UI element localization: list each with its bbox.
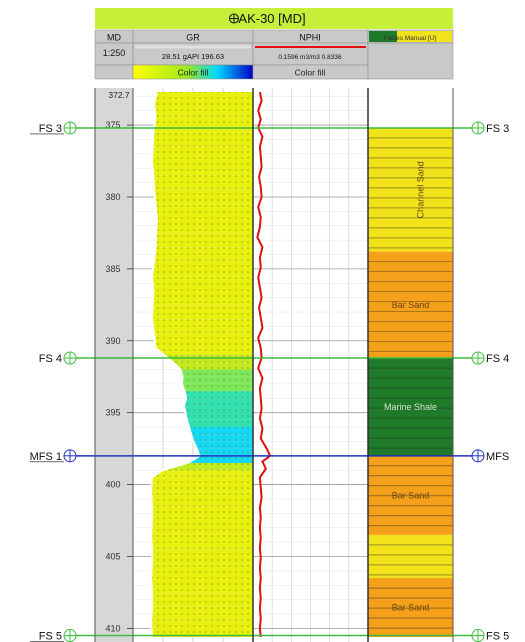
title-bar: [95, 8, 453, 29]
well-top-label-right: MFS: [486, 451, 509, 463]
facies-label: Bar Sand: [392, 300, 430, 310]
md-track: [95, 88, 133, 642]
header-facies-blank: [367, 42, 454, 80]
well-top-label-left: FS 4: [39, 353, 62, 365]
well-tops: FS 3 FS 3 FS 4 FS 4 MFS 1 MFS FS 5 FS 5: [30, 121, 509, 642]
depth-tick-label: 395: [105, 408, 120, 418]
gr-fill-label: Color fill: [178, 68, 209, 78]
facies-label: Marine Shale: [384, 402, 437, 412]
crosshair-icon: [471, 351, 485, 365]
nphi-range: 0.1596 m3/m3 0.8336: [278, 54, 342, 61]
crosshair-icon: [228, 13, 240, 24]
facies-label: Channel Sand: [416, 161, 426, 218]
facies-legend-swatch: [369, 31, 397, 42]
well-top-label-right: FS 5: [486, 631, 509, 642]
facies-interval: [368, 127, 453, 252]
md-scale: 1:250: [103, 48, 126, 58]
facies-track-content: Channel Sand Bar Sand Marine Shale Bar Sand…: [368, 127, 453, 637]
facies-label: Bar Sand: [392, 490, 430, 500]
crosshair-icon: [471, 629, 485, 642]
log-header: AK-30 [MD] MD 1:250 GR 28.51 gAPI 196.63…: [94, 8, 454, 80]
nphi-column-name: NPHI: [299, 33, 321, 43]
well-top-label-right: FS 4: [486, 353, 509, 365]
facies-label: Bar Sand: [392, 603, 430, 613]
md-column-name: MD: [107, 33, 121, 43]
gr-track-content: [150, 91, 253, 638]
crosshair-icon: [471, 121, 485, 135]
depth-tick-label: 405: [105, 551, 120, 561]
facies-interval: [368, 455, 453, 535]
gr-fill-texture: [151, 92, 253, 637]
depth-tick-label: 385: [105, 264, 120, 274]
gr-range: 28.51 gAPI 196.63: [162, 52, 224, 61]
header-md-blank: [94, 64, 134, 80]
track-separators: [94, 88, 454, 642]
depth-tick-label: 400: [105, 480, 120, 490]
nphi-track-content: [256, 91, 272, 638]
well-top-label-left: FS 3: [39, 123, 62, 135]
crosshair-icon: [471, 449, 485, 463]
depth-tick-label: 375: [105, 120, 120, 130]
well-top-label-left: MFS 1: [30, 451, 62, 463]
crosshair-icon: [63, 629, 77, 642]
gr-curve: [150, 91, 201, 638]
facies-interval: [368, 251, 453, 359]
nphi-fill-label: Color fill: [295, 68, 326, 78]
log-title: AK-30 [MD]: [238, 11, 305, 26]
md-depth-labels: 372.7 375 380 385 390 395 400 405 410: [105, 90, 133, 633]
nphi-curve: [256, 91, 272, 638]
depth-top-label: 372.7: [108, 90, 130, 100]
well-top-label-left: FS 5: [39, 631, 62, 642]
crosshair-icon: [63, 351, 77, 365]
facies-legend-swatch-2: [397, 31, 452, 42]
depth-tick-label: 410: [105, 623, 120, 633]
facies-column-name: Facies Manual [U]: [384, 35, 437, 42]
depth-tick-label: 390: [105, 336, 120, 346]
gr-column-name: GR: [186, 33, 200, 43]
well-top-label-right: FS 3: [486, 123, 509, 135]
facies-interval: [368, 358, 453, 456]
crosshair-icon: [63, 121, 77, 135]
depth-tick-label: 380: [105, 192, 120, 202]
facies-interval: [368, 534, 453, 579]
crosshair-icon: [63, 449, 77, 463]
